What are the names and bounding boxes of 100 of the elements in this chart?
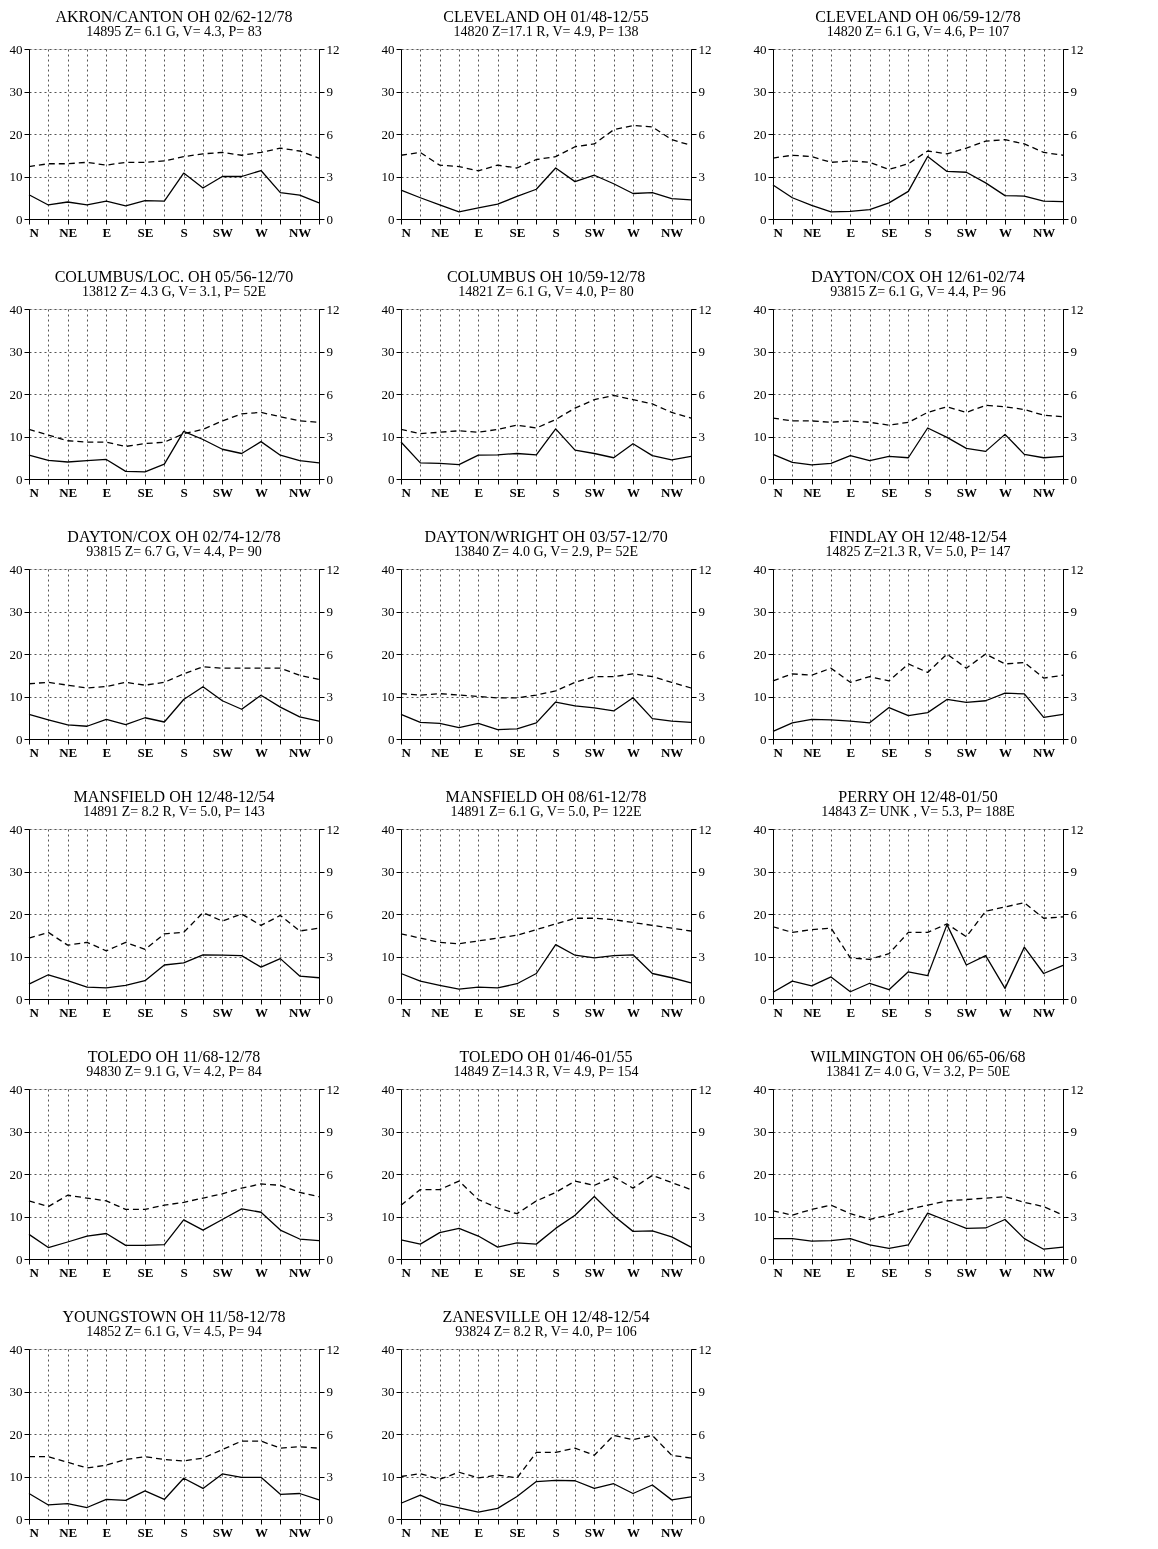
x-tick-label: N — [773, 1264, 784, 1280]
x-tick-label: W — [627, 1264, 640, 1280]
y-tick-label: 40 — [9, 821, 23, 837]
x-tick-label: NW — [660, 744, 684, 760]
y2-tick-label: 12 — [1070, 561, 1084, 577]
y-tick-label: 30 — [381, 864, 395, 879]
y2-tick-label: 0 — [698, 471, 705, 487]
x-tick-label: SE — [509, 1524, 526, 1540]
y2-tick-label: 9 — [1070, 604, 1077, 619]
x-tick-label: S — [180, 484, 188, 500]
y-tick-label: 30 — [9, 84, 23, 99]
chart-title: CLEVELAND OH 06/59-12/78 — [815, 8, 1021, 25]
y-tick-label: 40 — [9, 1341, 23, 1357]
y-tick-label: 0 — [760, 731, 767, 747]
x-tick-label: S — [552, 744, 560, 760]
x-tick-label: E — [474, 1524, 484, 1540]
chart-subtitle: 14820 Z= 6.1 G, V= 4.6, P= 107 — [826, 24, 1010, 39]
y2-tick-label: 3 — [326, 689, 333, 704]
x-tick-label: SE — [509, 224, 526, 240]
chart-subtitle: 14852 Z= 6.1 G, V= 4.5, P= 94 — [86, 1324, 262, 1339]
x-tick-label: NW — [660, 1524, 684, 1540]
x-tick-label: N — [29, 484, 40, 500]
y2-tick-label: 12 — [326, 1341, 340, 1357]
chart-subtitle: 13812 Z= 4.3 G, V= 3.1, P= 52E — [81, 284, 267, 299]
y-tick-label: 20 — [381, 386, 395, 402]
x-tick-label: NE — [59, 744, 78, 760]
y-tick-label: 20 — [753, 126, 767, 142]
x-tick-label: W — [255, 1004, 268, 1020]
y-tick-label: 10 — [381, 1469, 395, 1484]
y2-tick-label: 9 — [1070, 864, 1077, 879]
x-tick-label: SW — [956, 224, 977, 240]
y2-tick-label: 12 — [326, 561, 340, 577]
y-tick-label: 40 — [9, 41, 23, 57]
y2-tick-label: 6 — [326, 1166, 334, 1182]
x-tick-label: SW — [584, 1524, 605, 1540]
chart-subtitle: 14821 Z= 6.1 G, V= 4.0, P= 80 — [458, 284, 634, 299]
x-tick-label: NW — [288, 484, 312, 500]
y2-tick-label: 6 — [698, 1166, 706, 1182]
y-tick-label: 40 — [753, 821, 767, 837]
y-tick-label: 10 — [9, 949, 23, 964]
y-tick-label: 0 — [388, 1511, 395, 1527]
y2-tick-label: 9 — [326, 864, 333, 879]
x-tick-label: E — [474, 224, 484, 240]
x-tick-label: N — [773, 1004, 784, 1020]
y-tick-label: 30 — [381, 84, 395, 99]
y2-tick-label: 0 — [326, 211, 333, 227]
y2-tick-label: 12 — [698, 561, 712, 577]
x-tick-label: NW — [1032, 1004, 1056, 1020]
y2-tick-label: 9 — [698, 604, 705, 619]
chart-subtitle: 93815 Z= 6.7 G, V= 4.4, P= 90 — [86, 544, 262, 559]
y2-tick-label: 3 — [1070, 429, 1077, 444]
x-tick-label: N — [773, 224, 784, 240]
x-tick-label: S — [552, 484, 560, 500]
x-tick-label: NE — [59, 1004, 78, 1020]
chart-title: MANSFIELD OH 12/48-12/54 — [73, 788, 275, 805]
y2-tick-label: 12 — [326, 1081, 340, 1097]
y2-tick-label: 3 — [326, 169, 333, 184]
x-tick-label: N — [401, 1004, 412, 1020]
y2-tick-label: 12 — [698, 1081, 712, 1097]
x-tick-label: NE — [803, 744, 822, 760]
x-tick-label: N — [29, 1004, 40, 1020]
y2-tick-label: 3 — [698, 429, 705, 444]
x-tick-label: SE — [509, 484, 526, 500]
y2-tick-label: 0 — [698, 1251, 705, 1267]
x-tick-label: NE — [803, 484, 822, 500]
y2-tick-label: 6 — [326, 646, 334, 662]
x-tick-label: E — [474, 484, 484, 500]
y-tick-label: 0 — [760, 1251, 767, 1267]
y2-tick-label: 9 — [698, 1384, 705, 1399]
y-tick-label: 20 — [9, 906, 23, 922]
x-tick-label: E — [102, 484, 112, 500]
x-tick-label: E — [846, 1264, 856, 1280]
x-tick-label: W — [999, 1264, 1012, 1280]
y2-tick-label: 0 — [326, 471, 333, 487]
y-tick-label: 10 — [9, 1209, 23, 1224]
x-tick-label: NW — [288, 224, 312, 240]
x-tick-label: SE — [137, 744, 154, 760]
x-tick-label: E — [846, 744, 856, 760]
x-tick-label: NW — [1032, 484, 1056, 500]
chart-title: WILMINGTON OH 06/65-06/68 — [810, 1048, 1026, 1065]
y-tick-label: 20 — [9, 1166, 23, 1182]
y-tick-label: 0 — [388, 991, 395, 1007]
y-tick-label: 20 — [381, 1166, 395, 1182]
y-tick-label: 30 — [381, 344, 395, 359]
x-tick-label: N — [773, 744, 784, 760]
y2-tick-label: 6 — [326, 386, 334, 402]
x-tick-label: NW — [288, 1004, 312, 1020]
y-tick-label: 0 — [760, 211, 767, 227]
y2-tick-label: 6 — [1070, 646, 1078, 662]
y-tick-label: 40 — [381, 301, 395, 317]
y-tick-label: 30 — [381, 1124, 395, 1139]
y2-tick-label: 0 — [698, 991, 705, 1007]
x-tick-label: SW — [212, 1264, 233, 1280]
y2-tick-label: 9 — [698, 1124, 705, 1139]
y2-tick-label: 6 — [698, 126, 706, 142]
y2-tick-label: 3 — [1070, 169, 1077, 184]
x-tick-label: N — [401, 1264, 412, 1280]
chart-title: TOLEDO OH 01/46-01/55 — [459, 1048, 633, 1065]
x-tick-label: SE — [137, 1004, 154, 1020]
y-tick-label: 10 — [381, 689, 395, 704]
